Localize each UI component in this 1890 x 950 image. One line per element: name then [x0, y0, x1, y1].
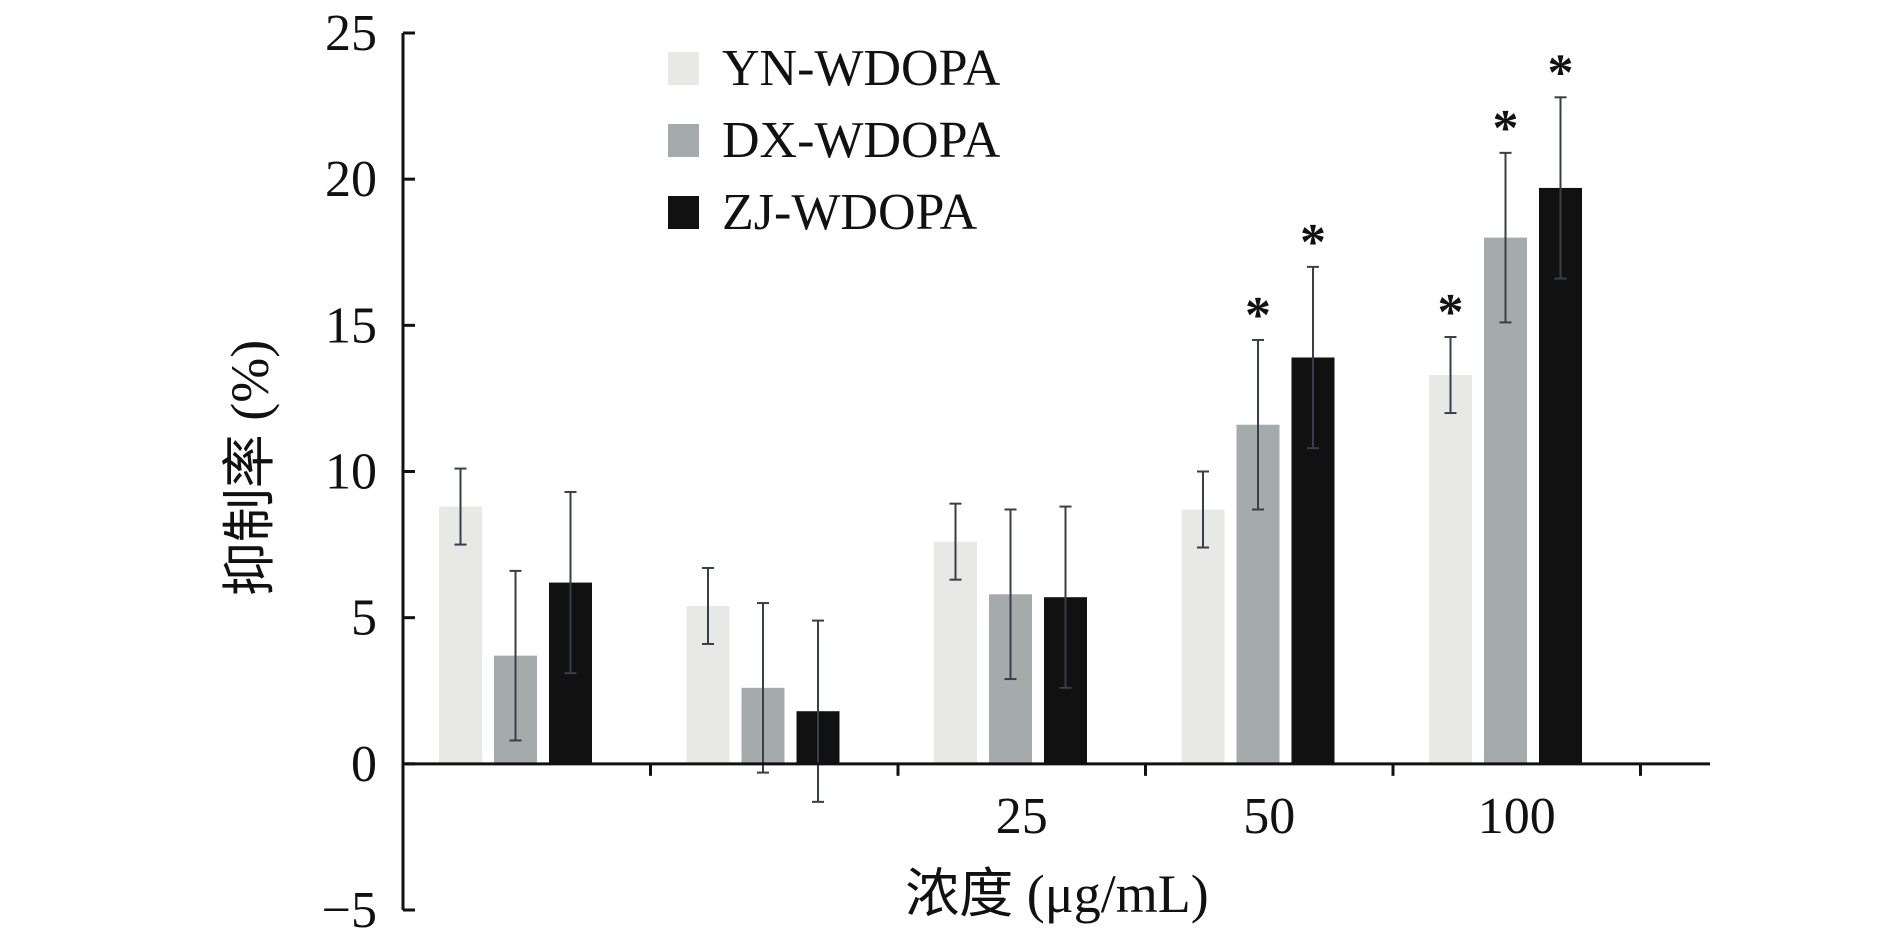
- legend: YN-WDOPA DX-WDOPA ZJ-WDOPA: [668, 40, 1001, 241]
- bar: [1484, 237, 1527, 764]
- x-tick-label: 100: [1478, 788, 1556, 845]
- error-bars-layer: [454, 96, 1567, 803]
- significance-marker: *: [1493, 100, 1519, 157]
- bar: [1429, 375, 1472, 764]
- y-tick-label: 25: [325, 5, 377, 62]
- y-tick-label: 10: [325, 444, 377, 501]
- x-axis-label: 浓度 (μg/mL): [905, 864, 1208, 924]
- y-tick-label: 5: [351, 590, 377, 647]
- bars-layer: [439, 187, 1582, 764]
- significance-marker: *: [1245, 287, 1271, 344]
- legend-label: ZJ-WDOPA: [722, 184, 978, 241]
- legend-swatch: [668, 196, 699, 229]
- x-tick-label: 25: [996, 788, 1048, 845]
- y-tick-label: 15: [325, 297, 377, 354]
- y-tick-label: −5: [322, 882, 377, 939]
- significance-marker: *: [1438, 284, 1464, 341]
- labels-layer: * * * * * −5 0 5 10 15 20 25 25 50 100 浓度 (μg/mL) 抑制率 (%…: [220, 5, 1574, 939]
- legend-swatch: [668, 52, 699, 85]
- legend-label: DX-WDOPA: [722, 112, 1001, 169]
- significance-marker: *: [1548, 44, 1574, 101]
- significance-marker: *: [1300, 214, 1326, 271]
- y-tick-label: 0: [351, 736, 377, 793]
- y-axis-label: 抑制率 (%): [220, 340, 280, 596]
- y-tick-label: 20: [325, 151, 377, 208]
- legend-swatch: [668, 124, 699, 157]
- bar: [1539, 187, 1582, 764]
- bar: [439, 506, 482, 764]
- legend-label: YN-WDOPA: [722, 40, 1001, 97]
- x-tick-label: 50: [1243, 788, 1295, 845]
- bar: [1181, 509, 1225, 764]
- axes-layer: [401, 31, 1710, 912]
